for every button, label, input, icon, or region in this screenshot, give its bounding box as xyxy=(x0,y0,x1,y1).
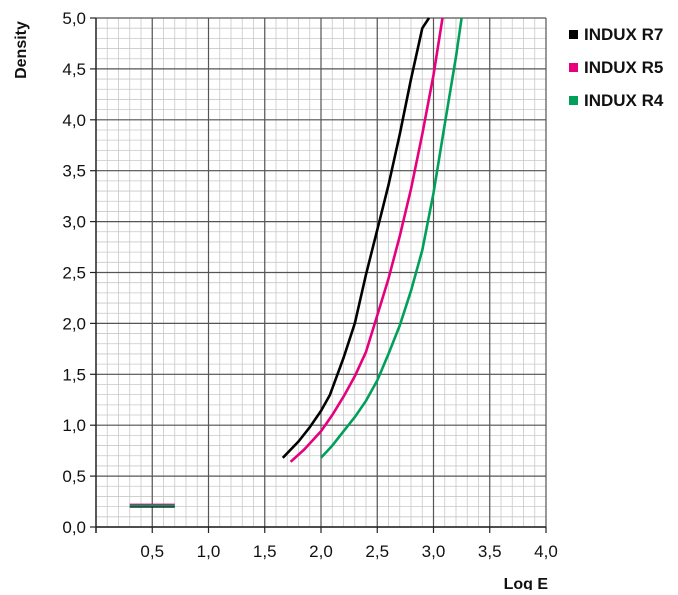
y-tick-label: 4,0 xyxy=(62,111,86,130)
y-tick-label: 2,5 xyxy=(62,264,86,283)
y-tick-label: 2,0 xyxy=(62,314,86,333)
x-tick-label: 2,5 xyxy=(365,542,389,561)
y-tick-label: 3,5 xyxy=(62,162,86,181)
legend-label: INDUX R7 xyxy=(584,25,663,44)
axes xyxy=(90,17,547,533)
x-tick-label: 2,0 xyxy=(309,542,333,561)
x-tick-label: 0,5 xyxy=(140,542,164,561)
x-axis-title: Log E xyxy=(504,576,549,590)
legend-label: INDUX R4 xyxy=(584,91,664,110)
series-layer xyxy=(129,17,463,508)
legend: INDUX R7 INDUX R5 INDUX R4 xyxy=(569,25,664,110)
x-tick-label: 1,5 xyxy=(253,542,277,561)
legend-label: INDUX R5 xyxy=(584,58,663,77)
x-tick-label: 4,0 xyxy=(534,542,558,561)
series-line-2 xyxy=(320,17,463,459)
y-tick-label: 3,0 xyxy=(62,213,86,232)
y-tick-label: 4,5 xyxy=(62,60,86,79)
x-tick-label: 1,0 xyxy=(197,542,221,561)
y-tick-label: 5,0 xyxy=(62,9,86,28)
major-grid xyxy=(95,17,547,528)
legend-swatch xyxy=(569,63,578,72)
y-tick-label: 0,0 xyxy=(62,518,86,537)
x-tick-label: 3,0 xyxy=(422,542,446,561)
legend-swatch xyxy=(569,30,578,39)
x-tick-label: 3,5 xyxy=(478,542,502,561)
y-tick-label: 1,0 xyxy=(62,416,86,435)
series-line-0 xyxy=(281,17,431,459)
legend-swatch xyxy=(569,96,578,105)
y-tick-label: 0,5 xyxy=(62,467,86,486)
y-tick-label: 1,5 xyxy=(62,365,86,384)
y-axis-title: Density xyxy=(13,21,30,79)
series-line-1 xyxy=(289,17,444,463)
tick-labels: 0,0 0,5 1,0 1,5 2,0 2,5 3,0 3,5 4,0 4,5 5,0 0,5 1,0 1… xyxy=(62,9,557,561)
